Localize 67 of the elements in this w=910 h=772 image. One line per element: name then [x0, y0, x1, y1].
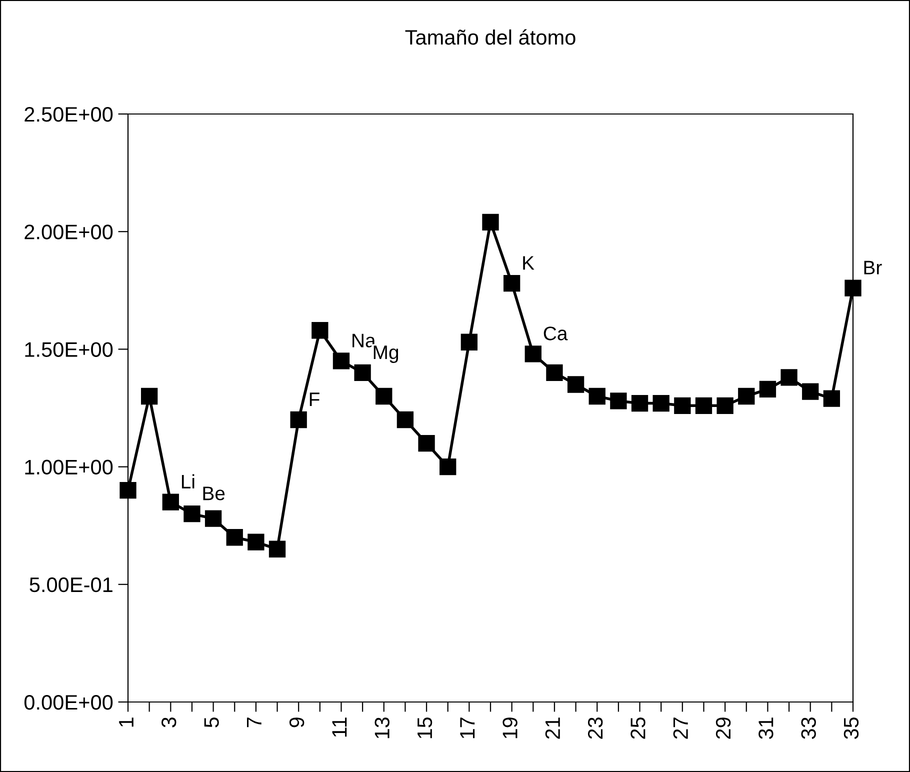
x-tick-label: 5 [204, 717, 219, 728]
annotation: K [523, 256, 534, 270]
chart-title: Tamaño del átomo [405, 29, 576, 45]
y-tick-label: 2.00E+00 [24, 224, 113, 240]
point [396, 411, 414, 428]
x-tick-label: 17 [460, 718, 475, 738]
point [162, 494, 179, 510]
point [695, 397, 712, 414]
point [631, 394, 648, 412]
x-tick-label: 29 [716, 718, 731, 739]
x-tick-label: 23 [588, 717, 603, 739]
point [482, 214, 499, 231]
annotation: Ca [544, 326, 568, 340]
point [204, 510, 222, 527]
point [120, 482, 136, 499]
y-tick-label: 5.00E-01 [30, 577, 112, 592]
x-tick-label: 35 [844, 717, 859, 739]
point [184, 506, 200, 522]
point [140, 388, 158, 405]
point [226, 529, 243, 546]
point [738, 388, 755, 405]
annotation: Li [182, 474, 194, 488]
point [268, 540, 286, 558]
annotation: Be [203, 486, 225, 500]
x-tick-label: 15 [418, 717, 432, 738]
point [610, 392, 627, 410]
point [546, 364, 563, 382]
point [823, 390, 840, 407]
point [652, 394, 670, 412]
point [524, 346, 542, 362]
annotation: Mg [374, 346, 398, 363]
point [716, 397, 734, 414]
point [503, 275, 520, 292]
x-tick-label: 25 [630, 717, 646, 739]
point [674, 397, 691, 414]
x-tick-label: 7 [246, 718, 262, 728]
point [332, 352, 350, 370]
x-tick-label: 1 [119, 718, 134, 727]
y-tick-label: 1.00E+00 [25, 460, 113, 475]
x-tick-label: 11 [332, 718, 347, 737]
annotation: F [310, 392, 320, 406]
point [844, 280, 862, 296]
y-tick-label: 2.50E+00 [24, 107, 113, 122]
y-tick-label: 1.50E+00 [25, 342, 113, 357]
point [780, 369, 798, 386]
point [290, 411, 307, 428]
point [567, 376, 584, 393]
point [418, 434, 435, 452]
point [312, 322, 328, 339]
x-tick-label: 21 [545, 718, 560, 739]
point [354, 364, 371, 382]
x-tick-label: 13 [374, 717, 390, 738]
x-tick-label: 19 [502, 718, 518, 738]
point [248, 534, 264, 550]
point [460, 334, 478, 350]
point [376, 388, 392, 405]
x-tick-label: 27 [673, 718, 688, 739]
x-tick-label: 33 [801, 717, 816, 739]
x-tick-label: 9 [289, 718, 304, 728]
point [802, 383, 819, 400]
point [588, 388, 606, 405]
x-tick-label: 31 [758, 718, 774, 739]
annotation: Br [864, 260, 882, 274]
point [440, 458, 456, 476]
point [759, 380, 776, 398]
y-tick-label: 0.00E+00 [24, 695, 113, 710]
x-tick-label: 3 [161, 718, 176, 728]
